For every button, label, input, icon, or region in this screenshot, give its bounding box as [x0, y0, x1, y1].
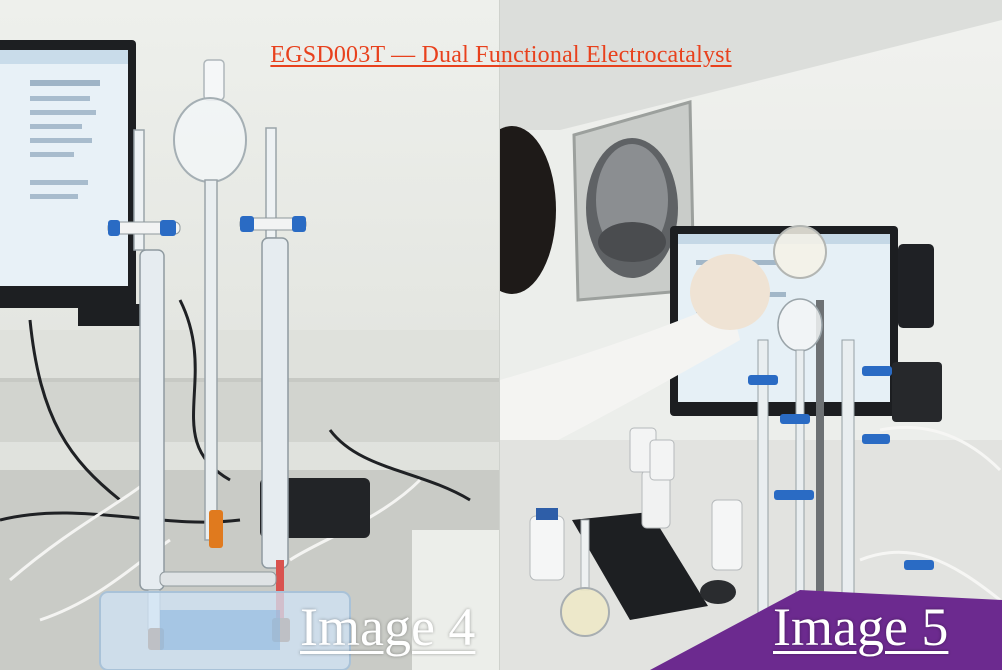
wall-shelf: [0, 330, 500, 380]
clamp-right: [239, 216, 307, 232]
held-flask: [773, 225, 827, 279]
apparatus-stand: [748, 298, 934, 670]
left-photo-scene: [0, 40, 500, 670]
lab-coat-sleeve: [500, 300, 740, 470]
purple-tray: [650, 590, 1002, 670]
reagent-bottles: [529, 427, 743, 581]
white-box: [412, 530, 500, 670]
right-photo-scene: [500, 0, 1002, 670]
monitor: [0, 40, 140, 326]
image-5-label: Image 5: [773, 597, 949, 657]
clamp-left: [107, 220, 181, 236]
gloved-hand: [690, 254, 770, 330]
shelf-edge: [0, 378, 500, 382]
image-4-label: Image 4: [300, 597, 476, 657]
wall-speaker: [898, 244, 934, 328]
tray-reservoir: [160, 610, 280, 650]
photo-right-lab: [500, 0, 1002, 670]
connector-tube: [159, 571, 277, 587]
person-hair: [500, 126, 556, 294]
volumetric-flask: [560, 519, 610, 637]
lower-wall: [0, 382, 500, 442]
separatory-funnel: [173, 59, 247, 548]
ceiling: [500, 0, 1002, 140]
wall-device: [892, 362, 942, 422]
mouse: [700, 580, 736, 604]
burette-right: [261, 127, 290, 642]
framed-poster: [572, 100, 696, 302]
figure-title: EGSD003T — Dual Functional Electrocataly…: [270, 42, 732, 68]
photo-left-apparatus: [0, 0, 500, 670]
keyboard: [572, 512, 708, 620]
